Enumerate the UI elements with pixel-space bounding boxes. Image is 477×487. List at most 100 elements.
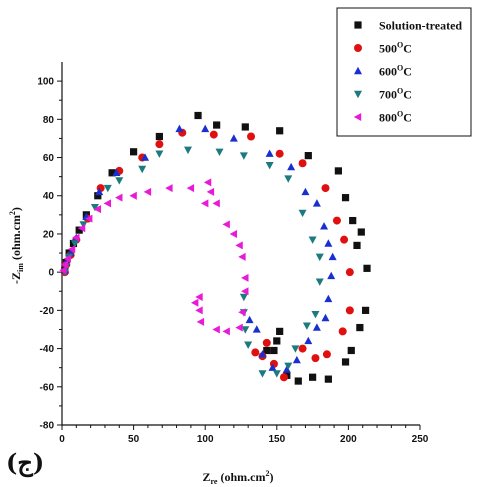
data-point xyxy=(212,325,220,334)
data-point xyxy=(67,245,76,254)
legend-label-main: Solution-treated xyxy=(379,19,462,33)
data-point xyxy=(312,199,321,207)
data-point xyxy=(327,271,336,280)
data-point xyxy=(301,187,310,196)
data-point xyxy=(284,362,293,370)
y-title-close: ) xyxy=(9,207,23,211)
y-tick-label: 0 xyxy=(48,268,54,279)
data-point xyxy=(345,306,354,315)
data-point xyxy=(279,373,288,382)
data-point xyxy=(347,346,355,355)
data-point xyxy=(238,308,246,317)
data-point xyxy=(324,294,333,303)
legend-marker xyxy=(354,21,362,29)
x-title-main: Z xyxy=(203,470,211,484)
series-2 xyxy=(60,124,337,373)
data-point xyxy=(252,325,261,333)
data-point xyxy=(321,184,330,193)
data-point xyxy=(332,216,341,225)
data-point xyxy=(235,241,243,250)
data-point xyxy=(213,121,221,129)
x-tick-label: 0 xyxy=(59,434,65,445)
data-point xyxy=(155,150,164,158)
data-point xyxy=(322,350,331,359)
data-point xyxy=(143,187,152,196)
x-title-close: ) xyxy=(269,470,273,484)
data-point xyxy=(184,146,193,155)
legend-label: 500OC xyxy=(379,41,412,56)
data-point xyxy=(95,187,104,196)
data-point xyxy=(304,336,313,345)
data-point xyxy=(129,191,137,200)
data-point xyxy=(315,253,324,262)
data-point xyxy=(308,236,317,244)
data-point xyxy=(241,326,250,334)
data-point xyxy=(311,310,320,319)
legend-label-unit: C xyxy=(403,42,412,56)
data-point xyxy=(349,216,357,225)
data-point xyxy=(203,178,212,187)
data-point xyxy=(244,341,253,349)
data-point xyxy=(324,375,332,383)
series-0 xyxy=(61,111,371,385)
y-tick-label: -40 xyxy=(40,344,55,355)
data-point xyxy=(357,228,365,236)
y-tick-label: 60 xyxy=(43,153,55,164)
data-point xyxy=(263,346,271,355)
data-point xyxy=(206,187,215,196)
data-point xyxy=(175,124,184,133)
y-tick-label: -60 xyxy=(40,382,55,393)
x-title-sub: re xyxy=(211,477,218,486)
y-title-main: -Z xyxy=(9,272,23,284)
x-tick-label: 250 xyxy=(412,434,429,445)
data-point xyxy=(262,338,271,347)
data-point xyxy=(239,152,248,160)
data-point xyxy=(103,184,112,193)
data-point xyxy=(241,287,249,296)
x-tick-label: 50 xyxy=(128,434,140,445)
data-point xyxy=(241,123,249,131)
data-point xyxy=(196,317,205,326)
data-point xyxy=(79,221,88,229)
data-points xyxy=(59,111,371,385)
data-point xyxy=(72,233,80,242)
x-axis-title: Zre (ohm.cm2) xyxy=(203,469,274,486)
data-point xyxy=(138,165,147,174)
data-point xyxy=(341,358,350,366)
legend-label-sup: O xyxy=(397,87,403,96)
data-point xyxy=(292,355,301,364)
series-4 xyxy=(59,178,249,336)
data-point xyxy=(338,327,347,336)
legend-marker xyxy=(354,66,362,75)
data-point xyxy=(155,132,163,141)
y-tick-label: -80 xyxy=(40,421,55,432)
data-point xyxy=(273,337,281,345)
data-point xyxy=(201,124,210,133)
data-point xyxy=(284,175,293,183)
data-point xyxy=(302,322,311,330)
data-point xyxy=(272,370,281,378)
legend-label-sup: O xyxy=(397,41,403,50)
data-point xyxy=(298,344,307,353)
legend-label-unit: C xyxy=(403,111,412,125)
x-title-sup: 2 xyxy=(265,469,269,478)
data-point xyxy=(328,252,337,261)
legend-label-sup: O xyxy=(397,110,403,119)
data-point xyxy=(320,222,329,230)
x-tick-label: 200 xyxy=(340,434,357,445)
y-tick-label: 40 xyxy=(43,191,55,202)
legend-label-unit: C xyxy=(403,88,412,102)
data-point xyxy=(287,162,296,171)
data-point xyxy=(245,315,254,324)
data-point xyxy=(165,184,173,193)
data-point xyxy=(212,199,220,208)
data-point xyxy=(247,132,256,141)
data-point xyxy=(363,264,371,272)
x-tick-label: 100 xyxy=(197,434,214,445)
data-point xyxy=(265,161,274,170)
x-tick-label: 150 xyxy=(268,434,285,445)
legend-label: Solution-treated xyxy=(379,19,462,33)
axes: -80 -60 -40 -20 0 20 40 60 80 100 0 50 100 150 200 250 xyxy=(37,62,429,445)
